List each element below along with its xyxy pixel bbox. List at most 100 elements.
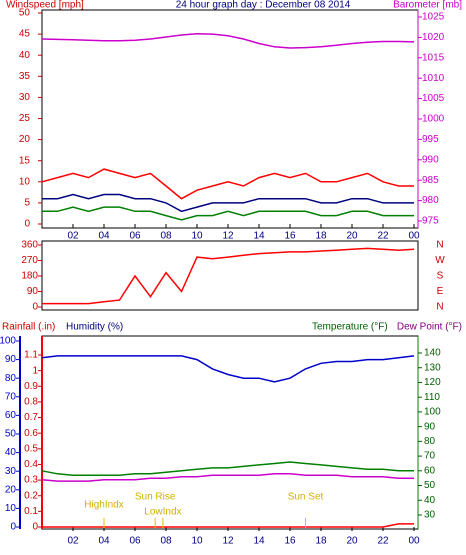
- x-tick-label: 08: [160, 231, 172, 242]
- chart-title: 24 hour graph day : December 08 2014: [176, 0, 351, 11]
- x-tick-label: 14: [253, 231, 265, 242]
- y-tick-label: 40: [5, 447, 17, 458]
- x-tick-label: 04: [98, 536, 110, 547]
- y-tick-label: 100: [0, 336, 16, 347]
- y-tick-label: 1025: [422, 12, 445, 23]
- series-line: [41, 168, 414, 200]
- x-tick-label: 00: [408, 536, 420, 547]
- x-tick-label: 14: [253, 536, 265, 547]
- y-tick-label: 0: [10, 522, 16, 533]
- x-tick-label: 12: [222, 536, 234, 547]
- series-line: [41, 355, 415, 383]
- y-tick-label: 180: [21, 271, 38, 282]
- y-tick-label: 30: [19, 92, 31, 103]
- y-tick-label: 985: [422, 175, 439, 186]
- direction-label: S: [437, 271, 444, 282]
- y-tick-label: 0: [24, 219, 30, 230]
- x-tick-label: 16: [284, 231, 296, 242]
- y-tick-label: 20: [5, 484, 17, 495]
- y-tick-label: 50: [5, 429, 17, 440]
- x-tick-label: 04: [98, 231, 110, 242]
- y-tick-label: 70: [424, 451, 436, 462]
- x-tick-label: 10: [191, 536, 203, 547]
- temp-label: Temperature (°F): [312, 322, 388, 333]
- x-tick-label: 18: [315, 536, 327, 547]
- y-tick-label: 0.3: [24, 475, 38, 486]
- y-tick-label: 40: [19, 50, 31, 61]
- y-tick-label: 100: [424, 407, 441, 418]
- x-tick-label: 22: [377, 536, 389, 547]
- annotation: LowIndx: [144, 507, 181, 518]
- y-tick-label: 0.2: [24, 490, 38, 501]
- y-tick-label: 120: [424, 377, 441, 388]
- y-tick-label: 270: [21, 255, 38, 266]
- y-tick-label: 1.1: [24, 350, 38, 361]
- humidity-label: Humidity (%): [66, 322, 123, 333]
- y-tick-label: 10: [5, 503, 17, 514]
- y-tick-label: 0.8: [24, 397, 38, 408]
- y-tick-label: 975: [422, 216, 439, 227]
- y-tick-label: 995: [422, 134, 439, 145]
- dewpoint-label: Dew Point (°F): [397, 322, 462, 333]
- y-tick-label: 50: [19, 8, 31, 19]
- y-tick-label: 5: [24, 198, 30, 209]
- series-line: [41, 461, 414, 476]
- y-tick-label: 30: [5, 466, 17, 477]
- wind-label: Windspeed [mph]: [6, 0, 84, 11]
- y-tick-label: 0.7: [24, 412, 38, 423]
- series-line: [41, 32, 415, 49]
- x-tick-label: 22: [377, 231, 389, 242]
- y-tick-label: 360: [21, 240, 38, 251]
- y-tick-label: 0.1: [24, 506, 38, 517]
- x-tick-label: 00: [408, 231, 420, 242]
- y-tick-label: 30: [424, 510, 436, 521]
- annotation: Sun Set: [288, 492, 324, 503]
- y-tick-label: 1: [32, 365, 38, 376]
- annotation: HighIndx: [84, 500, 123, 511]
- series-line: [42, 206, 414, 221]
- y-tick-label: 130: [424, 362, 441, 373]
- direction-label: N: [436, 302, 443, 313]
- x-tick-label: 02: [67, 231, 79, 242]
- direction-label: W: [435, 255, 445, 266]
- y-tick-label: 80: [424, 436, 436, 447]
- x-tick-label: 16: [284, 536, 296, 547]
- x-tick-label: 12: [222, 231, 234, 242]
- y-tick-label: 60: [5, 410, 17, 421]
- x-tick-label: 08: [160, 536, 172, 547]
- y-tick-label: 45: [19, 29, 31, 40]
- direction-label: E: [437, 286, 444, 297]
- series-line: [42, 193, 414, 213]
- y-tick-label: 140: [424, 348, 441, 359]
- y-tick-label: 1010: [422, 73, 445, 84]
- y-tick-label: 1015: [422, 52, 445, 63]
- x-tick-label: 18: [315, 231, 327, 242]
- y-tick-label: 1000: [422, 114, 445, 125]
- direction-label: N: [436, 240, 443, 251]
- y-tick-label: 0: [32, 302, 38, 313]
- y-tick-label: 980: [422, 195, 439, 206]
- y-tick-label: 0: [32, 522, 38, 533]
- y-tick-label: 20: [19, 134, 31, 145]
- x-tick-label: 06: [129, 231, 141, 242]
- y-tick-label: 0.6: [24, 428, 38, 439]
- y-tick-label: 90: [27, 286, 39, 297]
- y-tick-label: 90: [424, 421, 436, 432]
- y-tick-label: 60: [424, 465, 436, 476]
- y-tick-label: 0.4: [24, 459, 38, 470]
- rain-label: Rainfall (.in): [2, 322, 55, 333]
- y-tick-label: 70: [5, 391, 17, 402]
- y-tick-label: 35: [19, 71, 31, 82]
- y-tick-label: 40: [424, 495, 436, 506]
- y-tick-label: 15: [19, 155, 31, 166]
- annotation: Sun Rise: [135, 492, 176, 503]
- y-tick-label: 1020: [422, 32, 445, 43]
- x-tick-label: 06: [129, 536, 141, 547]
- y-tick-label: 80: [5, 373, 17, 384]
- x-tick-label: 20: [346, 536, 358, 547]
- y-tick-label: 110: [424, 392, 440, 403]
- x-tick-label: 10: [191, 231, 203, 242]
- y-tick-label: 10: [19, 176, 31, 187]
